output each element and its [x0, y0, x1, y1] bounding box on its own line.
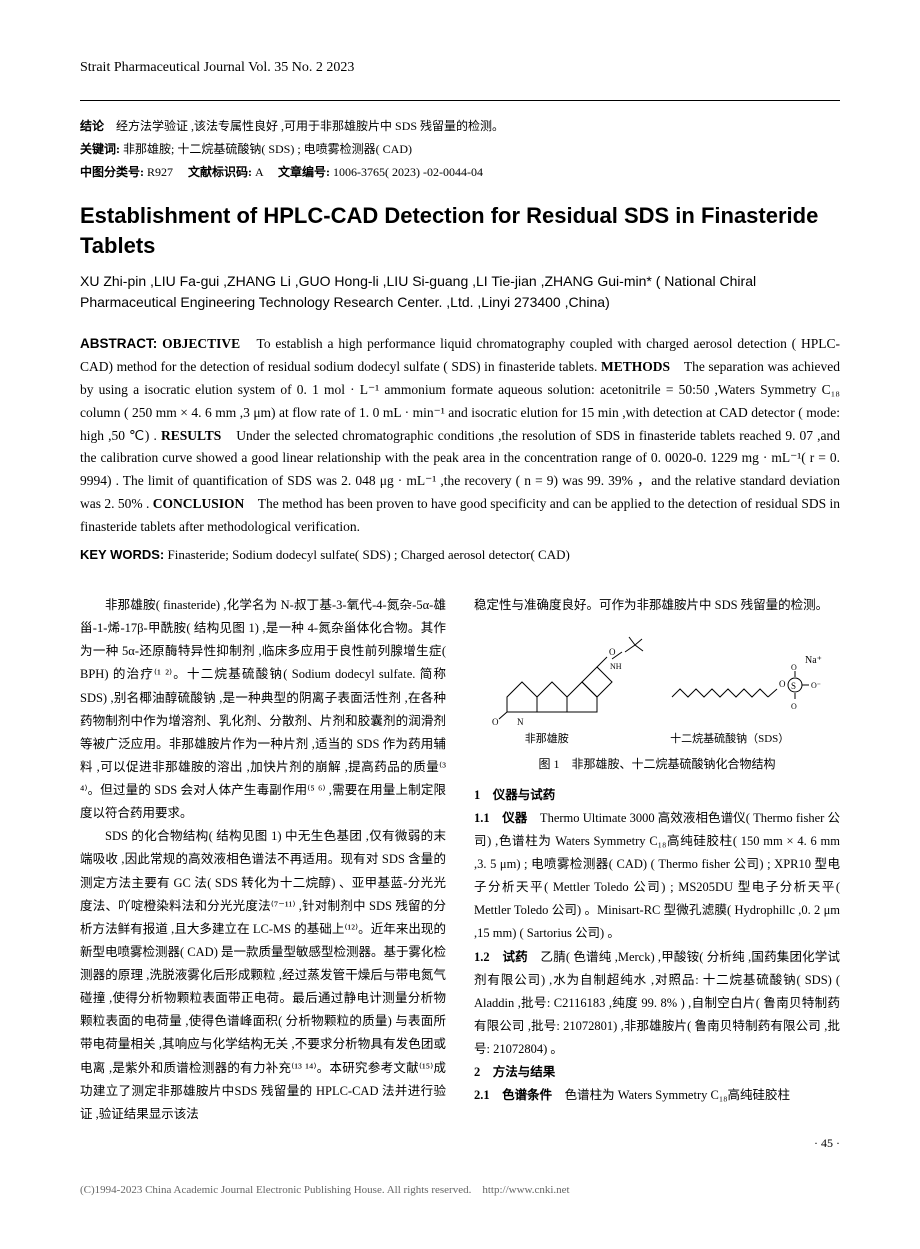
- figure-sublabels: 非那雄胺 十二烷基硫酸钠（SDS）: [474, 729, 840, 749]
- sec12-label: 1.2 试药: [474, 950, 528, 964]
- svg-text:S: S: [791, 681, 796, 691]
- intro-paragraph-1: 非那雄胺( finasteride) ,化学名为 N-叔丁基-3-氧代-4-氮杂…: [80, 594, 446, 825]
- svg-text:N: N: [517, 717, 524, 727]
- section-2-1: 2.1 色谱条件 色谱柱为 Waters Symmetry C₁₈高纯硅胶柱: [474, 1084, 840, 1107]
- cn-conclusion-label: 结论: [80, 119, 104, 133]
- cn-class-text: R927: [144, 165, 185, 179]
- structure-diagram: O N H O NH O S: [487, 627, 827, 727]
- methods-label: METHODS: [601, 359, 670, 374]
- keywords-text: Finasteride; Sodium dodecyl sulfate( SDS…: [164, 547, 570, 562]
- fig-sublabel-right: 十二烷基硫酸钠（SDS）: [670, 729, 789, 749]
- page-number: · 45 ·: [80, 1136, 840, 1151]
- conclusion-label: CONCLUSION: [153, 496, 245, 511]
- sec21-label: 2.1 色谱条件: [474, 1088, 552, 1102]
- cn-keywords-line: 关键词: 非那雄胺; 十二烷基硫酸钠( SDS) ; 电喷雾检测器( CAD): [80, 138, 840, 161]
- header-divider: [80, 100, 840, 101]
- sec11-text: Thermo Ultimate 3000 高效液相色谱仪( Thermo fis…: [474, 811, 840, 941]
- footer-copyright: (C)1994-2023 China Academic Journal Elec…: [80, 1181, 840, 1197]
- svg-text:O: O: [779, 679, 786, 689]
- right-continuation: 稳定性与准确度良好。可作为非那雄胺片中 SDS 残留量的检测。: [474, 594, 840, 617]
- svg-text:Na⁺: Na⁺: [805, 655, 822, 666]
- cn-doc-code-text: A: [252, 165, 275, 179]
- svg-text:O: O: [791, 702, 797, 711]
- fig-sublabel-left: 非那雄胺: [525, 729, 569, 749]
- cn-article-no-label: 文章编号:: [278, 165, 330, 179]
- svg-text:O: O: [609, 647, 616, 657]
- right-column: 稳定性与准确度良好。可作为非那雄胺片中 SDS 残留量的检测。 O N H O …: [474, 594, 840, 1126]
- sec1-title-text: 1 仪器与试药: [474, 788, 555, 802]
- results-label: RESULTS: [161, 428, 221, 443]
- chinese-metadata: 结论 经方法学验证 ,该法专属性良好 ,可用于非那雄胺片中 SDS 残留量的检测…: [80, 115, 840, 183]
- abstract-block: ABSTRACT: OBJECTIVE To establish a high …: [80, 333, 840, 539]
- svg-text:O: O: [791, 663, 797, 672]
- cn-conclusion-text: 经方法学验证 ,该法专属性良好 ,可用于非那雄胺片中 SDS 残留量的检测。: [104, 119, 504, 133]
- sec21-text: 色谱柱为 Waters Symmetry C₁₈高纯硅胶柱: [552, 1088, 790, 1102]
- section-1-1: 1.1 仪器 Thermo Ultimate 3000 高效液相色谱仪( The…: [474, 807, 840, 946]
- english-title: Establishment of HPLC-CAD Detection for …: [80, 201, 840, 260]
- cn-class-label: 中图分类号:: [80, 165, 144, 179]
- svg-text:O: O: [492, 717, 499, 727]
- svg-text:O⁻: O⁻: [811, 681, 821, 690]
- intro-paragraph-2: SDS 的化合物结构( 结构见图 1) 中无生色基团 ,仅有微弱的末端吸收 ,因…: [80, 825, 446, 1126]
- figure-1: O N H O NH O S: [474, 627, 840, 776]
- english-authors: XU Zhi-pin ,LIU Fa-gui ,ZHANG Li ,GUO Ho…: [80, 271, 840, 313]
- body-columns: 非那雄胺( finasteride) ,化学名为 N-叔丁基-3-氧代-4-氮杂…: [80, 594, 840, 1126]
- cn-conclusion-line: 结论 经方法学验证 ,该法专属性良好 ,可用于非那雄胺片中 SDS 残留量的检测…: [80, 115, 840, 138]
- cn-keywords-text: 非那雄胺; 十二烷基硫酸钠( SDS) ; 电喷雾检测器( CAD): [120, 142, 412, 156]
- section-1-title: 1 仪器与试药: [474, 784, 840, 807]
- objective-label: OBJECTIVE: [157, 336, 240, 351]
- section-1-2: 1.2 试药 乙腈( 色谱纯 ,Merck) ,甲酸铵( 分析纯 ,国药集团化学…: [474, 946, 840, 1062]
- cn-keywords-label: 关键词:: [80, 142, 120, 156]
- sec11-label: 1.1 仪器: [474, 811, 527, 825]
- cn-classification-line: 中图分类号: R927 文献标识码: A 文章编号: 1006-3765( 20…: [80, 161, 840, 184]
- abstract-label: ABSTRACT:: [80, 336, 157, 351]
- svg-text:NH: NH: [610, 662, 622, 671]
- sec2-title-text: 2 方法与结果: [474, 1065, 555, 1079]
- keywords-label: KEY WORDS:: [80, 547, 164, 562]
- keywords-block: KEY WORDS: Finasteride; Sodium dodecyl s…: [80, 545, 840, 566]
- sec12-text: 乙腈( 色谱纯 ,Merck) ,甲酸铵( 分析纯 ,国药集团化学试剂有限公司)…: [474, 950, 840, 1057]
- figure-1-caption: 图 1 非那雄胺、十二烷基硫酸钠化合物结构: [474, 753, 840, 775]
- cn-doc-code-label: 文献标识码:: [188, 165, 252, 179]
- cn-article-no-text: 1006-3765( 2023) -02-0044-04: [330, 165, 483, 179]
- left-column: 非那雄胺( finasteride) ,化学名为 N-叔丁基-3-氧代-4-氮杂…: [80, 594, 446, 1126]
- journal-header: Strait Pharmaceutical Journal Vol. 35 No…: [80, 60, 840, 76]
- section-2-title: 2 方法与结果: [474, 1061, 840, 1084]
